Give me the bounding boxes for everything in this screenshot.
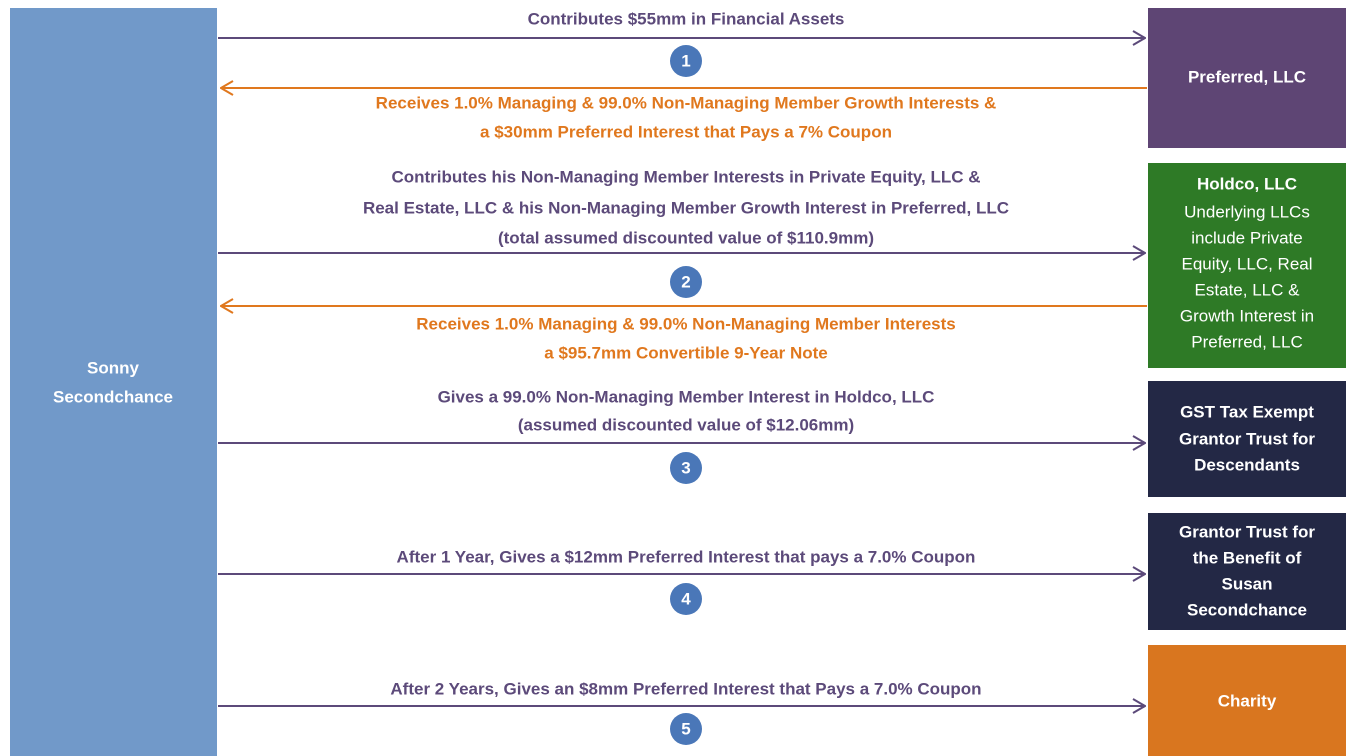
entity-label: GST Tax Exempt <box>1180 402 1314 421</box>
entity-box <box>1148 645 1346 756</box>
source-label: Secondchance <box>53 387 173 406</box>
step-badge <box>670 452 702 484</box>
entity-label: Preferred, LLC <box>1191 332 1303 351</box>
step-badge <box>670 45 702 77</box>
entity-label: Growth Interest in <box>1180 306 1314 325</box>
entity-label: Charity <box>1218 691 1277 710</box>
step-badge <box>670 713 702 745</box>
give-label: After 2 Years, Gives an $8mm Preferred I… <box>390 679 981 698</box>
entity-label: Descendants <box>1194 455 1300 474</box>
entity-box <box>1148 513 1346 630</box>
entity-label: include Private <box>1191 228 1303 247</box>
entity-label: Grantor Trust for <box>1179 429 1315 448</box>
entity-label: Susan <box>1221 574 1272 593</box>
entity-title: Holdco, LLC <box>1197 174 1297 193</box>
entity-box <box>1148 381 1346 497</box>
source-box <box>10 8 217 756</box>
entity-label: Grantor Trust for <box>1179 522 1315 541</box>
give-label: (assumed discounted value of $12.06mm) <box>518 415 854 434</box>
receive-label: a $30mm Preferred Interest that Pays a 7… <box>480 122 892 141</box>
step-number: 5 <box>681 719 690 738</box>
receive-label: a $95.7mm Convertible 9-Year Note <box>544 343 827 362</box>
receive-label: Receives 1.0% Managing & 99.0% Non-Manag… <box>416 314 955 333</box>
entity-label: Preferred, LLC <box>1188 67 1306 86</box>
source-label: Sonny <box>87 358 139 377</box>
give-label: Contributes $55mm in Financial Assets <box>528 9 845 28</box>
entity-box <box>1148 163 1346 368</box>
entity-label: Secondchance <box>1187 600 1307 619</box>
entity-label: Underlying LLCs <box>1184 202 1310 221</box>
step-number: 2 <box>681 272 690 291</box>
step-number: 1 <box>681 51 690 70</box>
step-number: 3 <box>681 458 690 477</box>
give-label: Gives a 99.0% Non-Managing Member Intere… <box>438 387 935 406</box>
entity-label: Estate, LLC & <box>1195 280 1301 299</box>
receive-label: Receives 1.0% Managing & 99.0% Non-Manag… <box>376 93 997 112</box>
give-label: Real Estate, LLC & his Non-Managing Memb… <box>363 198 1009 217</box>
give-label: (total assumed discounted value of $110.… <box>498 228 874 247</box>
entity-label: Equity, LLC, Real <box>1181 254 1312 273</box>
step-badge <box>670 583 702 615</box>
give-label: Contributes his Non-Managing Member Inte… <box>391 167 980 186</box>
give-label: After 1 Year, Gives a $12mm Preferred In… <box>397 547 976 566</box>
entity-label: the Benefit of <box>1193 548 1302 567</box>
entity-box <box>1148 8 1346 148</box>
step-number: 4 <box>681 589 691 608</box>
step-badge <box>670 266 702 298</box>
